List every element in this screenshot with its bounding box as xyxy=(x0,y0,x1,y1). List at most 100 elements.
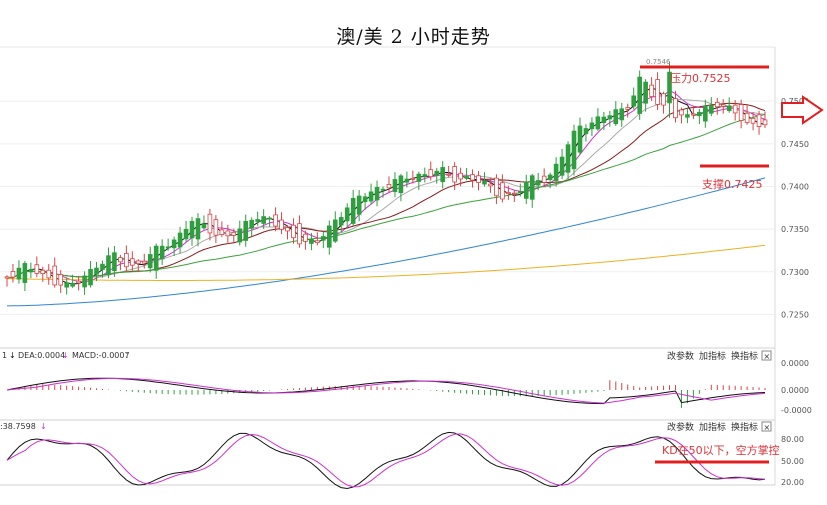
candle-body xyxy=(649,84,654,97)
candle-body xyxy=(708,105,714,114)
close-icon: × xyxy=(764,352,771,361)
y-tick-label: 0.7250 xyxy=(781,310,809,319)
candle-body xyxy=(434,170,440,176)
candle-body xyxy=(219,229,225,235)
candle-body xyxy=(344,207,350,222)
macd-switch-indicator-button[interactable]: 换指标 xyxy=(731,350,758,362)
ma-line-blue xyxy=(6,177,766,307)
y-tick-label: 0.7400 xyxy=(781,182,809,191)
candle-body xyxy=(392,179,398,193)
macd-close-button[interactable] xyxy=(761,350,772,361)
candle-body xyxy=(428,169,434,178)
candle-body xyxy=(321,236,326,241)
candle-body xyxy=(243,220,249,241)
candle-body xyxy=(488,183,493,187)
candle-body xyxy=(118,257,123,263)
candle-body xyxy=(309,238,314,244)
high-marker-label: 0.7546 xyxy=(646,58,671,66)
candle-body xyxy=(714,101,720,108)
candle-body xyxy=(52,265,58,286)
gridlines xyxy=(0,100,775,315)
candle-body xyxy=(506,191,511,194)
y-tick-label: 0.7350 xyxy=(781,225,809,234)
macd-label: MACD:-0.0007 xyxy=(72,351,130,360)
candle-body xyxy=(261,216,266,224)
y-tick-label: 0.7300 xyxy=(781,268,809,277)
candle-body xyxy=(762,119,768,126)
kd-lines xyxy=(6,431,766,490)
candle-body xyxy=(213,219,219,236)
candle-body xyxy=(553,163,559,181)
candle-body xyxy=(386,184,392,189)
macd-y-tick-label: 0.0000 xyxy=(781,359,809,368)
candle-body xyxy=(177,232,183,248)
candle-body xyxy=(726,105,732,112)
ma-line-green xyxy=(6,114,766,279)
candle-body xyxy=(625,107,631,110)
candle-body xyxy=(458,172,463,180)
candle-body xyxy=(595,116,601,130)
candle-body xyxy=(476,175,481,183)
kd-close-button[interactable] xyxy=(761,421,772,432)
kd-annotation: KD在50以下，空方掌控 xyxy=(662,443,780,457)
candle-body xyxy=(34,264,40,274)
candle-body xyxy=(338,217,344,226)
candle-body xyxy=(285,227,290,232)
candle-body xyxy=(720,104,726,107)
candle-body xyxy=(703,105,708,122)
candle-body xyxy=(112,252,117,272)
kd-y-tick-label: 50.00 xyxy=(781,457,804,466)
candle-body xyxy=(523,181,529,199)
candle-body xyxy=(153,245,159,271)
candle-body xyxy=(332,219,338,242)
kd-switch-indicator-button[interactable]: 换指标 xyxy=(731,421,758,433)
kd-label: :38.7598 xyxy=(0,422,36,431)
candle-body xyxy=(750,117,756,124)
candle-body xyxy=(500,182,505,200)
support-annotation: 支撑0.7425 xyxy=(700,164,769,191)
candle-body xyxy=(380,188,386,191)
macd-change-params-button[interactable]: 改参数 xyxy=(667,350,694,362)
candle-body xyxy=(470,174,475,181)
candle-body xyxy=(94,267,99,275)
candle-body xyxy=(559,156,565,176)
kd-add-indicator-button[interactable]: 加指标 xyxy=(699,421,726,433)
candle-body xyxy=(255,219,260,222)
candle-body xyxy=(464,176,469,179)
candle-body xyxy=(697,111,702,117)
candle-body xyxy=(135,260,141,265)
candlesticks xyxy=(4,61,768,295)
candle-body xyxy=(46,269,52,279)
candle-body xyxy=(4,276,10,279)
candle-body xyxy=(607,115,613,120)
candle-body xyxy=(368,191,374,202)
candle-body xyxy=(494,177,499,197)
macd-add-indicator-button[interactable]: 加指标 xyxy=(699,350,726,362)
candle-body xyxy=(583,128,589,135)
candle-body xyxy=(28,269,34,273)
candle-body xyxy=(326,225,332,248)
candle-body xyxy=(70,282,75,287)
candle-body xyxy=(249,219,255,229)
main-panel-frame xyxy=(0,46,776,486)
candle-body xyxy=(517,191,523,194)
down-arrow-icon: ↓ xyxy=(62,351,69,360)
candle-body xyxy=(738,104,744,121)
candle-body xyxy=(565,144,571,173)
macd-panel: 1 ↓ DEA:0.0004 ↓ MACD:-0.0007 ↑ 0.00000.… xyxy=(2,351,812,415)
candle-body xyxy=(100,263,105,270)
macd-line xyxy=(6,377,766,405)
candle-body xyxy=(541,175,547,183)
macd-lines xyxy=(6,377,766,405)
candle-body xyxy=(631,95,637,107)
macd-prefix: 1 xyxy=(2,351,7,360)
candle-body xyxy=(76,280,81,284)
candle-body xyxy=(446,173,451,176)
candle-body xyxy=(452,166,457,183)
candle-body xyxy=(189,220,195,239)
kd-change-params-button[interactable]: 改参数 xyxy=(667,421,694,433)
candle-body xyxy=(619,108,625,121)
signal-line xyxy=(6,377,766,404)
candle-body xyxy=(130,258,135,266)
candle-body xyxy=(106,255,111,276)
